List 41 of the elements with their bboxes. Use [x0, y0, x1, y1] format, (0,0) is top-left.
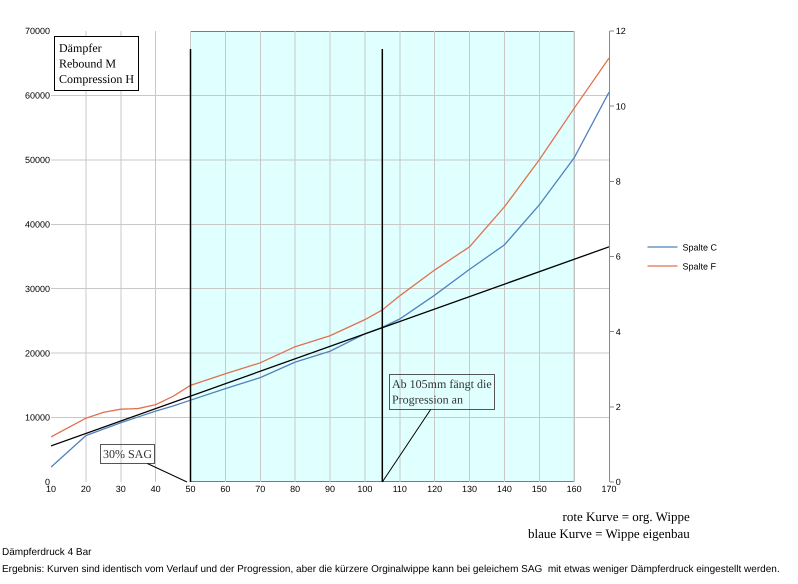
y-tick-label: 30000: [24, 284, 50, 294]
x-tick-label: 170: [601, 484, 617, 494]
x-tick-label: 150: [532, 484, 547, 494]
y-tick-label: 70000: [24, 26, 50, 36]
x-tick-label: 50: [185, 484, 196, 494]
x-tick-label: 120: [427, 484, 442, 494]
x-tick-label: 10: [46, 484, 56, 494]
x-tick-label: 140: [496, 484, 512, 494]
x-tick-label: 160: [566, 484, 582, 494]
x-tick-label: 80: [290, 484, 300, 494]
annotation: Ab 105mm fängt die Progression an: [392, 377, 492, 407]
annotation: 30% SAG: [103, 447, 152, 461]
text: Dämpferdruck 4 Bar: [2, 547, 92, 558]
x-tick-label: 130: [462, 484, 478, 494]
x-tick-label: 90: [324, 484, 336, 494]
x-tick-label: 20: [80, 484, 91, 494]
y2-tick-label: 2: [616, 402, 621, 412]
line-series: [51, 92, 609, 468]
x-tick-label: 60: [220, 484, 230, 494]
legend-label: Spalte C: [682, 242, 718, 253]
x-tick-label: 100: [357, 484, 372, 494]
y2-tick-label: 8: [616, 176, 621, 186]
text: rote Kurve = org. Wippe blaue Kurve = Wippe eigenbau: [528, 509, 690, 541]
y-tick-label: 50000: [24, 155, 50, 166]
legend-label: Spalte F: [682, 262, 716, 272]
y-tick-label: 40000: [24, 219, 50, 230]
y2-tick-label: 4: [616, 326, 621, 337]
y2-tick-label: 12: [616, 26, 626, 36]
text: Dämpfer Rebound M Compression H: [59, 41, 134, 86]
y-tick-label: 60000: [24, 90, 50, 101]
text: Ergebnis: Kurven sind identisch vom Verlauf und der Progression, aber die kürzere Orginalwippe kann bei geleichem SAG mit etwas weniger Dämpferdruck eingestellt werden.: [2, 564, 780, 575]
line-series: [51, 57, 609, 438]
x-tick-label: 70: [255, 484, 266, 494]
x-tick-label: 40: [150, 484, 161, 494]
y-tick-label: 10000: [24, 412, 50, 423]
y2-tick-label: 0: [616, 477, 621, 488]
x-tick-label: 30: [116, 484, 126, 494]
x-tick-label: 110: [392, 484, 407, 494]
y2-tick-label: 10: [616, 101, 626, 112]
y2-tick-label: 6: [616, 252, 621, 262]
y-tick-label: 20000: [24, 348, 50, 358]
